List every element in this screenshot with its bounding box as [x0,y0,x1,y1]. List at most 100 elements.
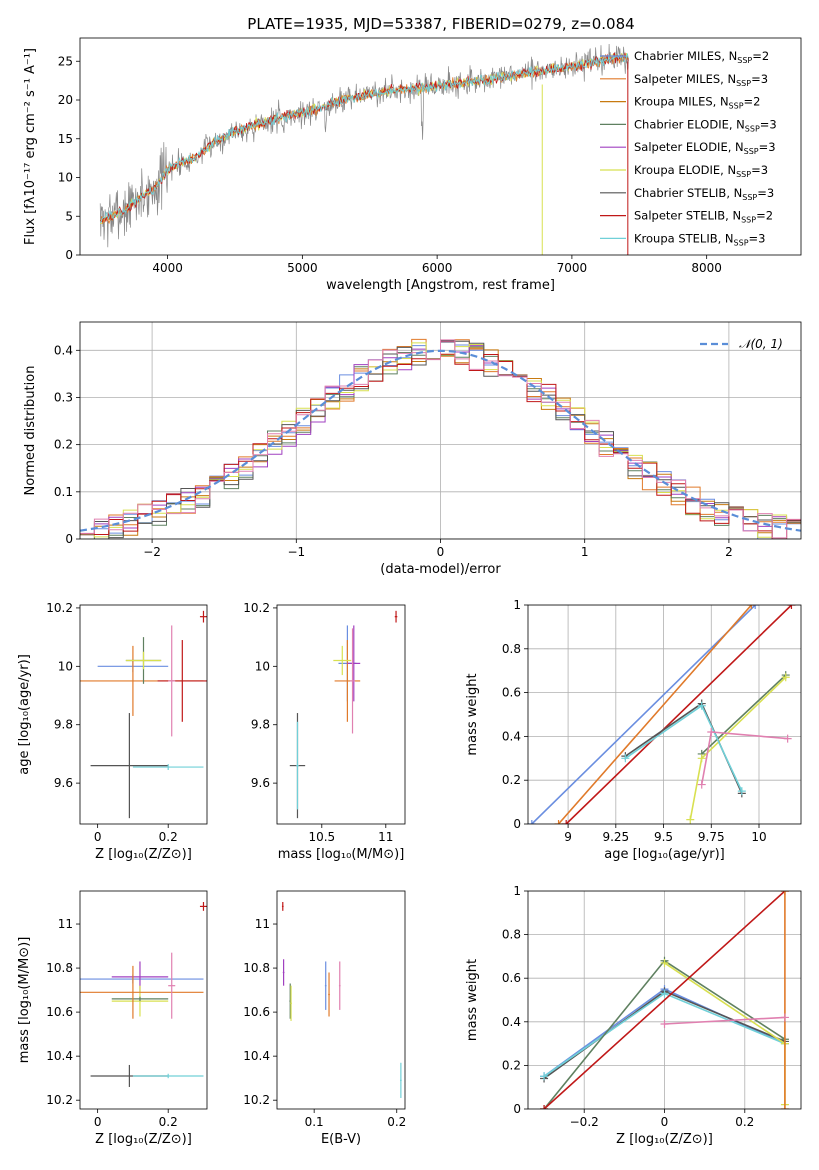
plot-area-7 [528,891,801,1109]
y-axis-label: Flux [fλ10⁻¹⁷ erg cm⁻² s⁻¹ A⁻¹] [23,48,38,245]
series-line [664,1016,785,1025]
series-point [686,815,695,824]
y-tick-label: 10 [255,659,270,673]
plot-area-4 [528,605,801,824]
y-tick-label: 25 [58,54,73,68]
series-point [697,754,706,763]
series-point [660,989,669,998]
model-spectrum [99,53,629,225]
y-tick-label: 0.8 [502,928,521,942]
x-tick-label: 0 [94,830,102,844]
y-tick-label: 5 [65,209,73,223]
gaussian-curve [80,349,801,532]
model-spectrum [100,53,629,224]
y-tick-label: 0.4 [502,729,521,743]
y-axis-label: mass weight [465,959,480,1041]
x-tick-label: 0.2 [387,1115,406,1129]
axes-frame [79,321,802,540]
x-axis-label: Z [log₁₀(Z/Z⊙)] [95,1132,192,1147]
x-axis-label: Z [log₁₀(Z/Z⊙)] [95,847,192,862]
x-tick-label: 10 [751,830,766,844]
axes-frame [79,890,208,1110]
x-tick-label: 0.2 [159,1115,178,1129]
series-point [660,958,669,967]
y-tick-label: 0.8 [502,642,521,656]
axes-frame [276,890,406,1110]
legend-entry: Kroupa MILES, NSSP=2 [634,95,760,111]
series-point [621,754,630,763]
axes-frame [527,604,802,825]
y-tick-label: 10.2 [243,601,270,615]
series-point [540,1072,549,1081]
x-tick-label: −0.2 [570,1115,599,1129]
series-point [787,605,796,609]
x-tick-label: −1 [287,545,305,559]
legend-entry: Salpeter STELIB, NSSP=2 [634,209,773,225]
x-axis-label: E(B-V) [321,1132,361,1147]
x-axis-label: Z [log₁₀(Z/Z⊙)] [616,1132,713,1147]
y-tick-label: 0.2 [54,438,73,452]
y-tick-label: 0.1 [54,485,73,499]
model-spectrum [99,53,629,224]
y-tick-label: 0.3 [54,390,73,404]
y-tick-label: 10.8 [243,961,270,975]
x-tick-label: 0 [94,1115,102,1129]
y-tick-label: 11 [58,917,73,931]
legend-entry: Kroupa ELODIE, NSSP=3 [634,163,768,179]
y-tick-label: 0 [513,817,521,831]
y-tick-label: 10.2 [46,1093,73,1107]
series-line [557,605,753,824]
y-tick-label: 9.8 [251,718,270,732]
panel-6: 0.1 0.2 10.2 10.4 10.6 10.8 11 E(B-V) [243,890,406,1147]
y-tick-label: 0.6 [502,971,521,985]
y-tick-label: 1 [513,598,521,612]
axes-frame [79,604,208,825]
x-tick-label: 7000 [557,261,588,275]
panel-2: 0 0.2 9.6 9.8 10 10.2 Z [log₁₀(Z/Z⊙)] age [log₁… [17,601,208,862]
y-tick-label: 10.2 [46,601,73,615]
y-axis-label: mass [log₁₀(M/M⊙)] [17,937,32,1064]
x-tick-label: 11 [378,830,393,844]
series-point [737,787,746,796]
y-tick-label: 1 [513,884,521,898]
series-point [540,1105,549,1109]
series-point [747,605,756,609]
y-tick-label: 0.2 [502,1058,521,1072]
legend-entry: Chabrier MILES, NSSP=2 [634,49,769,65]
x-tick-label: 9.5 [654,830,673,844]
x-tick-label: 0.1 [305,1115,324,1129]
y-tick-label: 0 [513,1102,521,1116]
y-tick-label: 9.6 [54,776,73,790]
y-axis-label: mass weight [465,673,480,755]
y-tick-label: 11 [255,917,270,931]
panel-4: 9 9.25 9.5 9.75 10 0 0.2 0.4 0.6 0.8 1 age [log₁₀(a… [465,598,802,862]
x-tick-label: 9.75 [698,830,725,844]
axes-frame [79,37,802,256]
y-tick-label: 15 [58,132,73,146]
legend-entry: Kroupa STELIB, NSSP=3 [634,231,765,247]
axes-frame [527,890,802,1110]
observed-spectrum [99,43,629,248]
series-point [780,1105,789,1109]
plot-area-0 [99,43,629,255]
y-axis-label: Normed distribution [23,366,38,496]
axes-frame [276,604,406,825]
plot-area-6 [281,902,402,1098]
panel-3: 10.5 11 9.6 9.8 10 10.2 mass [log₁₀(M/M⊙)] [243,601,406,862]
series-point [781,673,790,682]
legend-entry: Salpeter MILES, NSSP=3 [634,72,768,88]
series-point [562,820,571,824]
series-line [565,605,793,824]
x-tick-label: −2 [143,545,161,559]
y-tick-label: 0.2 [502,773,521,787]
series-point [697,701,706,710]
series-point [780,1013,789,1022]
y-tick-label: 10.4 [46,1049,73,1063]
y-tick-label: 10 [58,171,73,185]
x-axis-label: (data-model)/error [380,562,501,577]
series-point [697,780,706,789]
x-axis-label: age [log₁₀(age/yr)] [604,847,725,862]
series-point [554,820,563,824]
y-tick-label: 20 [58,93,73,107]
x-tick-label: 0.2 [735,1115,754,1129]
